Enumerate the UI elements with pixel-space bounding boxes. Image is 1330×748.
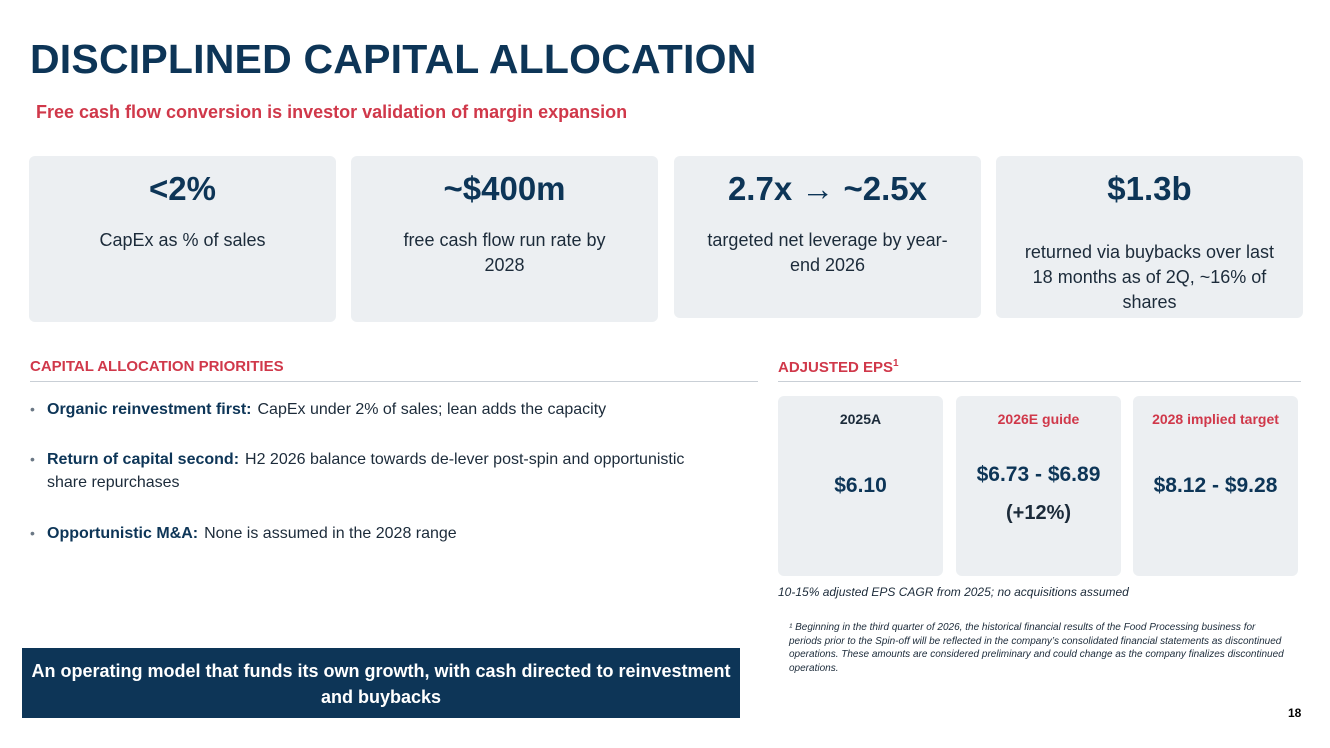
eps-card-2025a: 2025A $6.10 (778, 396, 943, 576)
kpi-card-capex: <2% CapEx as % of sales (29, 156, 336, 322)
eps-card-2028-target: 2028 implied target $8.12 - $9.28 (1133, 396, 1298, 576)
kpi-value: $1.3b (1107, 170, 1192, 207)
eps-card-value: $8.12 - $9.28 (1153, 474, 1278, 497)
kpi-value: ~$400m (443, 170, 566, 207)
bullet-lead: Organic reinvestment first: (47, 401, 252, 418)
kpi-description: targeted net leverage by year-end 2026 (707, 230, 948, 275)
eps-card-growth-note: (+12%) (1005, 502, 1072, 524)
list-item: • Organic reinvestment first: CapEx under… (30, 398, 720, 421)
eps-card-label: 2028 implied target (1152, 411, 1279, 427)
summary-banner: An operating model that funds its own gr… (22, 648, 740, 718)
eps-heading: ADJUSTED EPS1 (778, 358, 899, 376)
footnote: ¹ Beginning in the third quarter of 2026… (789, 622, 1284, 674)
page-subtitle: Free cash flow conversion is investor va… (36, 102, 628, 122)
eps-divider (778, 381, 1301, 382)
eps-card-label: 2026E guide (997, 411, 1080, 427)
bullet-icon: • (30, 401, 35, 417)
priorities-heading: CAPITAL ALLOCATION PRIORITIES (30, 358, 284, 375)
kpi-description: free cash flow run rate by 2028 (403, 230, 606, 275)
list-item: • Return of capital second: H2 2026 balan… (30, 448, 720, 494)
bullet-icon: • (30, 525, 35, 541)
kpi-card-buybacks: $1.3b returned via buybacks over last 18… (996, 156, 1303, 318)
bullet-text: None is assumed in the 2028 range (204, 525, 457, 542)
bullet-lead: Return of capital second: (47, 451, 240, 468)
bullet-text: H2 2026 balance towards de-lever post-sp… (47, 451, 685, 491)
eps-card-value: $6.10 (834, 474, 887, 497)
page-title: DISCIPLINED CAPITAL ALLOCATION (30, 36, 757, 82)
list-item: • Opportunistic M&A: None is assumed in t… (30, 522, 720, 545)
eps-card-2026e-guide: 2026E guide $6.73 - $6.89 (+12%) (956, 396, 1121, 576)
kpi-card-free-cash-flow: ~$400m free cash flow run rate by 2028 (351, 156, 658, 322)
bullet-icon: • (30, 451, 35, 467)
eps-card-label: 2025A (839, 411, 882, 427)
eps-card-value: $6.73 - $6.89 (976, 463, 1101, 486)
kpi-description: CapEx as % of sales (99, 230, 266, 250)
kpi-card-net-leverage: 2.7x → ~2.5x targeted net leverage by ye… (674, 156, 981, 318)
bullet-text: CapEx under 2% of sales; lean adds the c… (257, 401, 607, 418)
page-number: 18 (1288, 706, 1302, 720)
bullet-lead: Opportunistic M&A: (47, 525, 199, 542)
eps-heading-text: ADJUSTED EPS (778, 359, 894, 376)
kpi-value: 2.7x → ~2.5x (727, 170, 928, 207)
eps-cagr-note: 10-15% adjusted EPS CAGR from 2025; no a… (778, 585, 1129, 599)
kpi-value: <2% (149, 170, 216, 207)
eps-heading-footnote-marker: 1 (893, 358, 899, 369)
kpi-description: returned via buybacks over last 18 month… (1024, 242, 1275, 312)
priorities-divider (30, 381, 758, 382)
